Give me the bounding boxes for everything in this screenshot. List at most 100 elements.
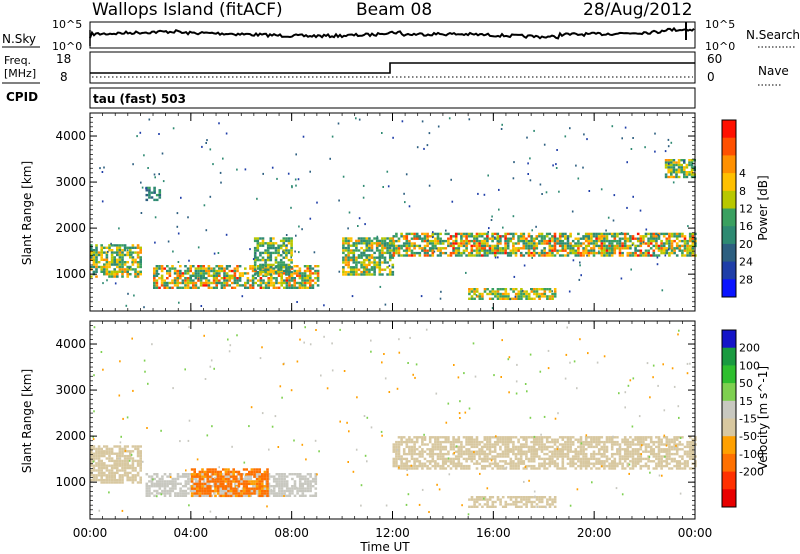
heatmap-cell (228, 277, 231, 280)
heatmap-cell (130, 453, 133, 456)
heatmap-cell (196, 482, 199, 486)
heatmap-cell (447, 237, 450, 240)
heatmap-cell (423, 436, 427, 439)
heatmap-cell (197, 277, 200, 280)
heatmap-cell (558, 467, 562, 470)
heatmap-cell (465, 232, 468, 236)
heatmap-cell (631, 460, 635, 463)
heatmap-cell (395, 455, 398, 458)
heatmap-cell (291, 492, 294, 495)
heatmap-cell (582, 462, 585, 465)
heatmap-cell (426, 232, 429, 236)
heatmap-cell (631, 244, 634, 247)
heatmap-cell (514, 464, 518, 468)
heatmap-cell (668, 440, 671, 444)
heatmap-cell (483, 254, 487, 257)
heatmap-cell (491, 237, 494, 240)
colorbar-tick-label: 4 (739, 167, 746, 180)
heatmap-cell (197, 265, 200, 268)
heatmap-cell (410, 450, 414, 453)
heatmap-cell (426, 244, 429, 248)
heatmap-cell (685, 163, 689, 167)
heatmap-cell (677, 159, 681, 162)
heatmap-cell (483, 498, 487, 501)
heatmap-cell (242, 487, 246, 490)
heatmap-cell (148, 186, 151, 190)
heatmap-cell (496, 232, 500, 236)
heatmap-cell (491, 290, 495, 293)
heatmap-cell (375, 242, 379, 245)
heatmap-cell (155, 274, 159, 277)
heatmap-cell (249, 489, 253, 493)
heatmap-cell (629, 440, 632, 444)
heatmap-cell (309, 269, 312, 273)
heatmap-cell (375, 256, 379, 259)
heatmap-cell (462, 251, 466, 255)
heatmap-cell (206, 475, 209, 478)
heatmap-cell (216, 492, 220, 495)
heatmap-cell (634, 462, 637, 465)
heatmap-cell (688, 163, 691, 167)
heatmap-cell (235, 487, 238, 490)
heatmap-cell (501, 450, 505, 453)
heatmap-cell (566, 438, 570, 441)
heatmap-cell (251, 284, 255, 287)
heatmap-cell (470, 498, 474, 501)
heatmap-cell (486, 448, 489, 451)
heatmap-cell (218, 265, 221, 268)
heatmap-cell (690, 173, 694, 176)
heatmap-cell (97, 462, 101, 465)
heatmap-cell (467, 457, 471, 461)
heatmap-cell (478, 292, 482, 296)
heatmap-cell (439, 240, 441, 243)
heatmap-cell (691, 244, 695, 248)
heatmap-cell (527, 295, 531, 298)
heatmap-cell (272, 267, 276, 270)
heatmap-cell (681, 457, 684, 461)
heatmap-cell (309, 480, 312, 483)
heatmap-cell (426, 249, 429, 252)
heatmap-cell (486, 438, 489, 441)
heatmap-cell (296, 489, 299, 493)
heatmap-cell (236, 265, 239, 268)
heatmap-cell (136, 471, 140, 475)
heatmap-cell (486, 445, 489, 449)
heatmap-cell (258, 492, 261, 495)
heatmap-cell (283, 477, 286, 481)
heatmap-cell (383, 242, 387, 245)
heatmap-cell (227, 338, 229, 341)
heatmap-cell (259, 286, 263, 289)
heatmap-cell (670, 239, 674, 243)
heatmap-cell (392, 445, 396, 449)
heatmap-cell (473, 505, 476, 508)
heatmap-cell (259, 263, 262, 267)
heatmap-cell (423, 251, 427, 255)
heatmap-cell (499, 448, 502, 451)
heatmap-cell (558, 455, 562, 458)
heatmap-cell (486, 237, 489, 240)
heatmap-cell (610, 448, 614, 451)
heatmap-cell (134, 447, 137, 451)
heatmap-cell (298, 277, 302, 280)
heatmap-cell (649, 235, 653, 238)
heatmap-cell (665, 452, 669, 456)
colorbar-tick-label: 8 (739, 185, 746, 198)
heatmap-cell (229, 480, 233, 483)
heatmap-cell (639, 209, 642, 212)
heatmap-cell (468, 292, 471, 296)
heatmap-cell (665, 242, 669, 245)
heatmap-cell (452, 247, 455, 250)
heatmap-cell (499, 237, 502, 240)
heatmap-cell (465, 450, 468, 453)
heatmap-cell (592, 452, 596, 456)
heatmap-cell (110, 466, 114, 470)
heatmap-cell (314, 487, 318, 490)
heatmap-cell (187, 487, 190, 490)
heatmap-cell (90, 275, 93, 278)
heatmap-cell (100, 450, 103, 453)
nsky-tick-top: 10^5 (52, 18, 82, 31)
heatmap-cell (655, 457, 658, 461)
heatmap-cell (103, 273, 106, 276)
heatmap-cell (278, 480, 281, 483)
heatmap-cell (113, 258, 116, 261)
